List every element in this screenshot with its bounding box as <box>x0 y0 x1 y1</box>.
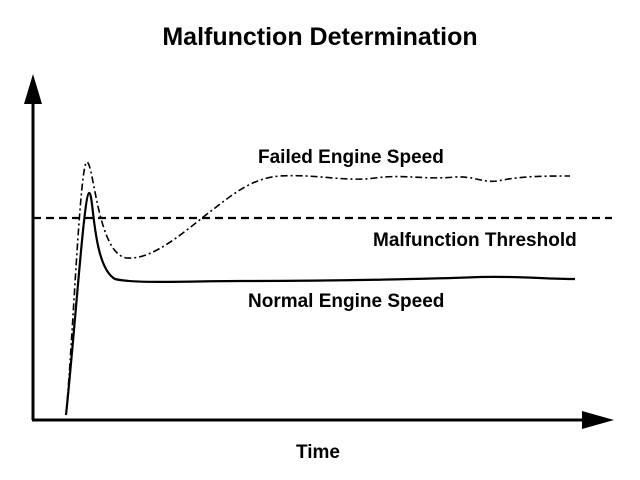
failed-engine-speed-curve <box>65 161 571 416</box>
diagram-title: Malfunction Determination <box>162 23 477 51</box>
normal-engine-speed-curve <box>64 191 576 416</box>
threshold-label: Malfunction Threshold <box>373 230 577 251</box>
normal-engine-speed-label: Normal Engine Speed <box>248 291 444 312</box>
x-axis-label: Time <box>296 442 340 463</box>
failed-engine-speed-label: Failed Engine Speed <box>258 147 444 168</box>
y-axis-arrowhead <box>24 74 42 104</box>
x-axis-arrowhead <box>582 411 614 429</box>
